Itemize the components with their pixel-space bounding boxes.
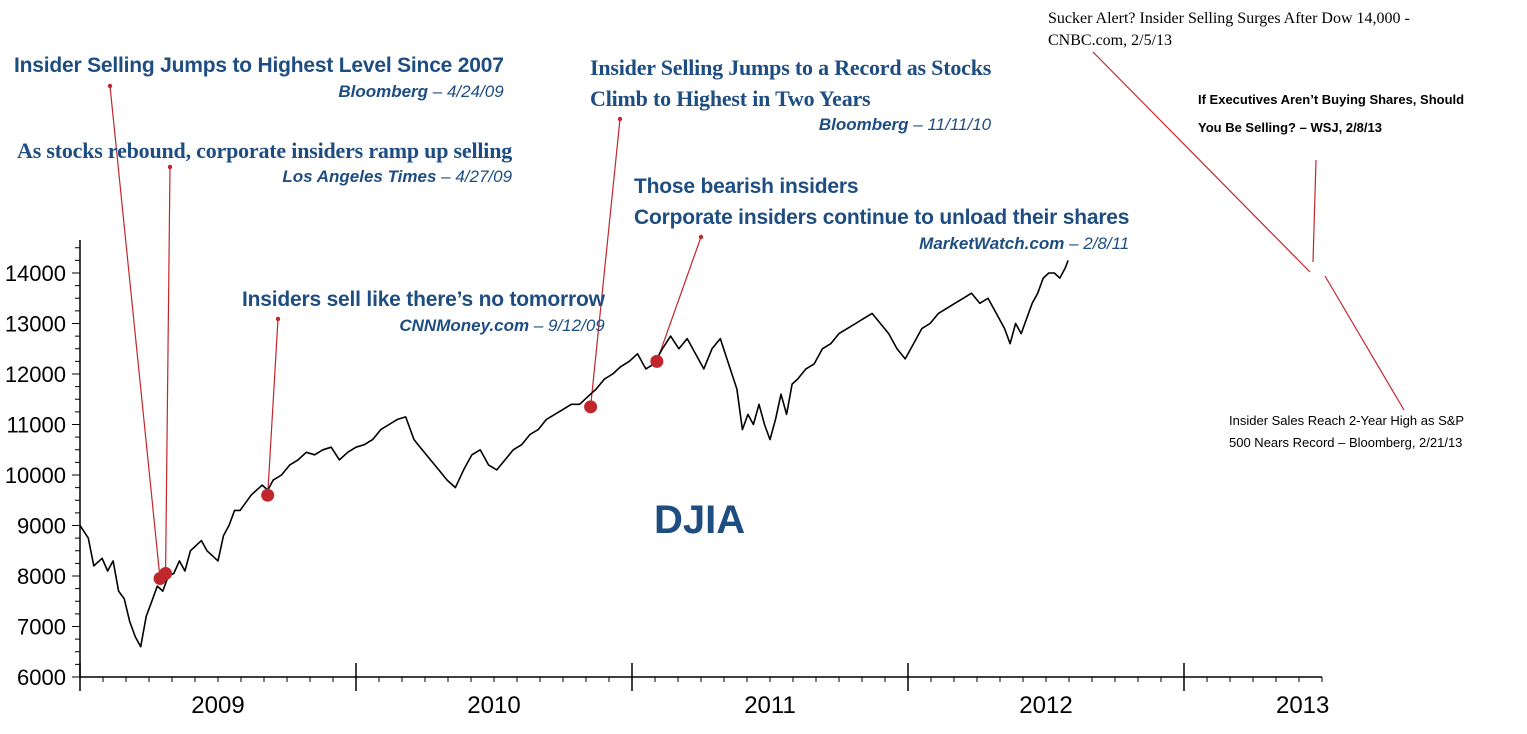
y-tick-label: 7000 [17,615,66,640]
leader-line [656,236,702,362]
x-tick-label: 2012 [1019,692,1072,719]
x-tick-label: 2010 [467,692,520,719]
annotation-line-2: CNBC.com, 2/5/13 [1048,32,1173,49]
leader-dot [617,116,623,122]
highlight-marker [584,400,598,414]
y-tick-label: 14000 [5,261,66,286]
annotation-line-2: 500 Nears Record – Bloomberg, 2/21/13 [1229,435,1463,450]
annotation-line-2: You Be Selling? – WSJ, 2/8/13 [1198,120,1382,135]
leader-line [109,85,161,579]
source-date: – 9/12/09 [533,316,605,335]
annotation-headline: Insider Selling Jumps to Highest Level S… [14,54,504,77]
source-name: Bloomberg [338,82,429,101]
highlight-marker [159,566,173,580]
annotation-bloomberg-11-11-10: Insider Selling Jumps to a Record as Sto… [590,52,991,136]
djia-series-line [79,260,1069,648]
y-tick-label: 11000 [6,413,66,438]
source-date: – 11/11/10 [913,115,992,134]
leader-line [590,118,621,407]
annotation-marketwatch-2-8-11: Those bearish insiders Corporate insider… [634,171,1129,255]
annotation-line-1: If Executives Aren’t Buying Shares, Shou… [1198,92,1465,107]
leader-line [1312,159,1317,263]
source-name: CNNMoney.com [399,316,530,335]
annotation-cnnmoney-9-12-09: Insiders sell like there’s no tomorrow C… [242,284,605,337]
x-tick-label: 2009 [191,692,244,719]
source-name: Bloomberg [818,115,909,134]
source-date: – 4/27/09 [441,167,513,186]
source-name: MarketWatch.com [919,234,1065,253]
highlight-marker [261,488,275,502]
y-tick-label: 13000 [5,312,66,337]
annotation-headline: As stocks rebound, corporate insiders ra… [17,138,513,163]
x-tick-label: 2013 [1276,692,1329,719]
annotation-line-1: Insider Sales Reach 2-Year High as S&P [1229,413,1465,428]
leader-lines [107,51,1405,579]
highlight-marker [650,354,664,368]
leader-line [1092,51,1311,273]
y-tick-label: 9000 [17,514,66,539]
x-tick-label: 2011 [744,692,796,719]
y-tick-label: 12000 [5,362,66,387]
annotation-source: CNNMoney.com – 9/12/09 [242,315,605,337]
annotation-headline: Insiders sell like there’s no tomorrow [242,288,605,311]
leader-line [267,318,279,496]
leader-dot [698,234,704,240]
y-tick-label: 8000 [17,564,66,589]
leader-dot [107,83,113,89]
y-tick-label: 6000 [17,665,66,690]
annotation-source: Los Angeles Times – 4/27/09 [17,166,512,188]
leader-dot [167,164,173,170]
annotation-line-1: Sucker Alert? Insider Selling Surges Aft… [1048,10,1410,27]
source-date: – 2/8/11 [1069,234,1130,253]
annotation-bloomberg-2-21-13: Insider Sales Reach 2-Year High as S&P 5… [1229,410,1464,454]
source-date: – 4/24/09 [432,82,504,101]
annotation-bloomberg-4-24-09: Insider Selling Jumps to Highest Level S… [14,50,504,103]
axes: 6000 7000 8000 9000 10000 11000 12000 13000 1400… [5,240,1329,719]
highlight-markers [153,354,664,586]
annotation-la-times-4-27-09: As stocks rebound, corporate insiders ra… [17,135,512,188]
annotation-cnbc-2-5-13: Sucker Alert? Insider Selling Surges Aft… [1048,8,1410,52]
y-tick-label: 10000 [5,463,66,488]
annotation-headline-line-1: Those bearish insiders [634,175,859,198]
leader-line [164,166,171,574]
source-name: Los Angeles Times [282,167,437,186]
leader-dot [275,316,281,322]
annotation-wsj-2-8-13: If Executives Aren’t Buying Shares, Shou… [1198,86,1464,142]
chart-title: DJIA [654,498,746,542]
annotation-headline-line-2: Corporate insiders continue to unload th… [634,206,1130,229]
annotation-source: Bloomberg – 4/24/09 [14,81,504,103]
annotation-headline-line-1: Insider Selling Jumps to a Record as Sto… [590,55,992,80]
leader-line [1324,275,1405,411]
series [79,260,1069,648]
annotation-headline-line-2: Climb to Highest in Two Years [590,86,871,111]
annotation-source: Bloomberg – 11/11/10 [590,114,991,136]
annotation-source: MarketWatch.com – 2/8/11 [634,233,1129,255]
